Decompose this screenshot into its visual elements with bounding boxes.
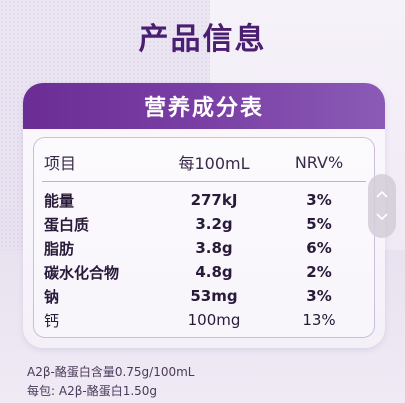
table-row: 碳水化合物 4.8g 2%	[34, 260, 374, 284]
row-amount: 277kJ	[190, 191, 238, 209]
row-nrv: 5%	[306, 215, 332, 233]
row-item: 钙	[44, 311, 60, 330]
table-divider	[42, 181, 366, 182]
page-title: 产品信息	[138, 22, 267, 57]
chevron-up-icon[interactable]	[376, 188, 388, 201]
column-header-item: 项目	[44, 154, 77, 173]
footnote-a2-content: A2β-酪蛋白含量0.75g/100mL	[27, 365, 195, 379]
row-item: 碳水化合物	[44, 263, 120, 282]
table-row: 蛋白质 3.2g 5%	[34, 212, 374, 236]
row-amount: 53mg	[190, 287, 238, 305]
row-nrv: 13%	[302, 311, 336, 329]
row-nrv: 3%	[306, 287, 332, 305]
row-nrv: 2%	[306, 263, 332, 281]
table-row: 钙 100mg 13%	[34, 308, 374, 332]
scroll-control[interactable]	[368, 174, 396, 238]
row-amount: 3.8g	[195, 239, 233, 257]
nutrition-card: 营养成分表 项目 每100mL NRV% 能量 277kJ 3% 蛋白质 3.2…	[23, 83, 385, 348]
column-header-amount: 每100mL	[178, 154, 250, 173]
nutrition-table-header: 营养成分表	[23, 83, 385, 129]
nutrition-table: 项目 每100mL NRV% 能量 277kJ 3% 蛋白质 3.2g 5% 脂…	[33, 137, 375, 338]
row-amount: 100mg	[187, 311, 241, 329]
footnote-per-pack: 每包: A2β-酪蛋白1.50g	[27, 384, 158, 398]
row-item: 钠	[44, 287, 60, 306]
row-nrv: 3%	[306, 191, 332, 209]
chevron-down-icon[interactable]	[376, 211, 388, 224]
table-row: 能量 277kJ 3%	[34, 188, 374, 212]
row-amount: 4.8g	[195, 263, 233, 281]
row-amount: 3.2g	[195, 215, 233, 233]
column-header-nrv: NRV%	[294, 152, 344, 172]
row-item: 能量	[44, 191, 75, 210]
table-row: 钠 53mg 3%	[34, 284, 374, 308]
row-item: 蛋白质	[44, 215, 90, 234]
row-nrv: 6%	[306, 239, 332, 257]
table-row: 脂肪 3.8g 6%	[34, 236, 374, 260]
row-item: 脂肪	[44, 239, 75, 258]
table-header-row: 项目 每100mL NRV%	[34, 150, 374, 174]
